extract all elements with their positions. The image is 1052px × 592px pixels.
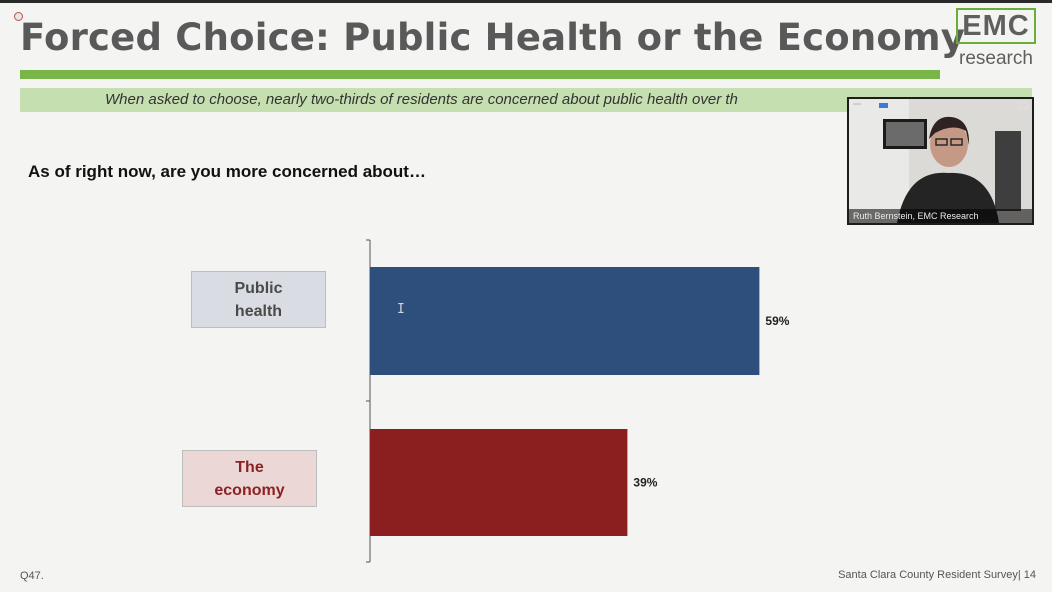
category-label-line: The — [235, 458, 264, 476]
recording-indicator-icon — [14, 12, 23, 21]
survey-question: As of right now, are you more concerned … — [28, 162, 426, 181]
minimize-icon[interactable] — [853, 103, 861, 105]
logo-research-text: research — [959, 48, 1033, 69]
participant-name: Ruth Bernstein, EMC Research — [849, 209, 1032, 223]
camera-indicator-icon — [879, 103, 888, 108]
category-label-line: health — [234, 302, 283, 320]
bar-public-health — [370, 267, 760, 375]
bar-value-label: 59% — [765, 314, 789, 328]
window-top-edge — [0, 0, 1052, 3]
question-number: Q47. — [20, 570, 44, 582]
category-label-public-health: Public health — [191, 271, 326, 328]
slide-title: Forced Choice: Public Health or the Econ… — [20, 16, 966, 59]
category-label-line: Public — [234, 279, 283, 297]
expand-window-icon[interactable] — [1019, 102, 1028, 109]
category-label-economy: The economy — [182, 450, 317, 507]
title-underline — [20, 70, 940, 79]
video-feed-image — [849, 99, 1032, 223]
emc-research-logo: EMC research — [950, 8, 1042, 72]
bar-value-label: 39% — [633, 476, 657, 490]
category-label-line: economy — [214, 481, 285, 499]
text-cursor-icon: I — [397, 302, 405, 317]
survey-footer: Santa Clara County Resident Survey| 14 — [838, 569, 1036, 581]
logo-emc-text: EMC — [956, 8, 1036, 44]
video-call-overlay[interactable]: Ruth Bernstein, EMC Research — [847, 97, 1034, 225]
bar-economy — [370, 429, 628, 536]
slide-subtitle: When asked to choose, nearly two-thirds … — [105, 91, 738, 108]
